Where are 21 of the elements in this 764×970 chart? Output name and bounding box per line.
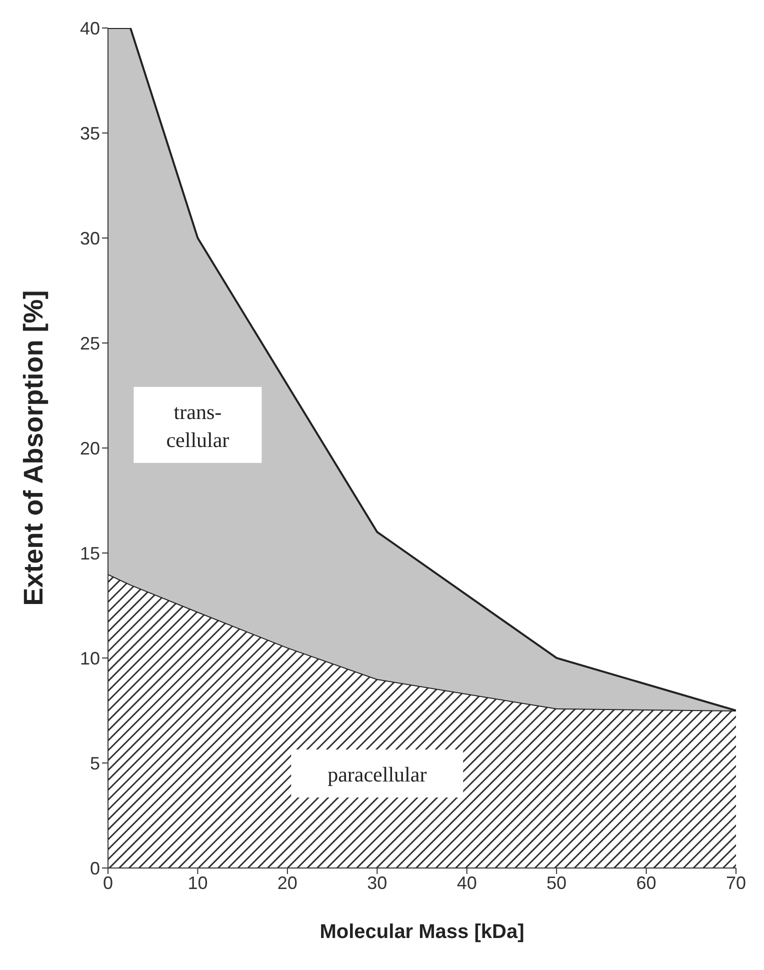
- y-axis-title: Extent of Absorption [%]: [18, 290, 49, 606]
- x-tick-label: 20: [277, 872, 298, 893]
- y-tick-label: 40: [80, 18, 100, 38]
- y-tick-label: 35: [80, 123, 100, 144]
- y-tick-label: 10: [80, 648, 100, 668]
- y-tick-label: 0: [90, 858, 100, 878]
- x-tick-label: 30: [367, 872, 388, 893]
- y-tick-label: 5: [90, 753, 100, 774]
- y-tick-label: 30: [80, 228, 100, 248]
- x-tick-label: 40: [456, 872, 477, 893]
- y-tick-label: 25: [80, 333, 100, 354]
- x-tick-label: 0: [102, 872, 114, 893]
- y-tick-label: 20: [80, 438, 100, 458]
- y-tick-label: 15: [80, 543, 100, 564]
- x-tick-label: 10: [188, 872, 208, 893]
- series-label: trans- cellular: [166, 400, 230, 452]
- x-tick-label: 70: [726, 872, 746, 893]
- series-label: paracellular: [328, 762, 427, 786]
- x-tick-label: 60: [636, 872, 656, 893]
- x-axis-title: Molecular Mass [kDa]: [320, 921, 524, 943]
- x-tick-label: 50: [546, 872, 567, 893]
